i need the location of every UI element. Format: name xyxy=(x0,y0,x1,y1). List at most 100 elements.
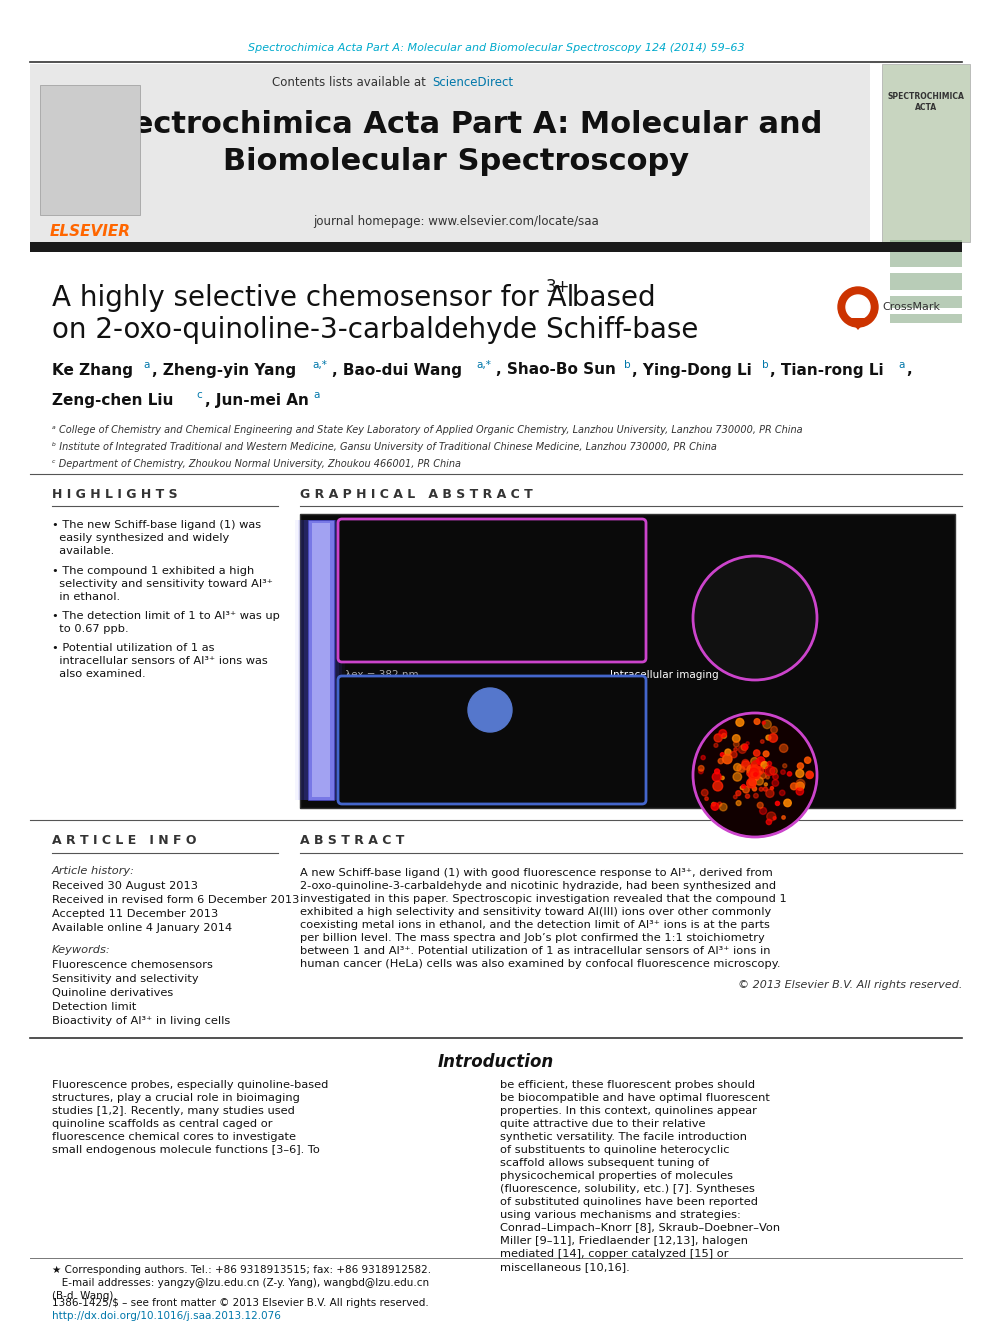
Circle shape xyxy=(745,794,750,798)
Circle shape xyxy=(737,765,744,773)
Circle shape xyxy=(764,783,768,786)
Text: • The new Schiff-base ligand (1) was
  easily synthesized and widely
  available: • The new Schiff-base ligand (1) was eas… xyxy=(52,520,261,557)
Text: b: b xyxy=(624,360,631,370)
Text: • The compound 1 exhibited a high
  selectivity and sensitivity toward Al³⁺
  in: • The compound 1 exhibited a high select… xyxy=(52,565,273,602)
Circle shape xyxy=(751,758,759,766)
Text: between 1 and Al³⁺. Potential utilization of 1 as intracellular sensors of Al³⁺ : between 1 and Al³⁺. Potential utilizatio… xyxy=(300,946,771,957)
Circle shape xyxy=(748,771,755,778)
Circle shape xyxy=(468,688,512,732)
Text: G R A P H I C A L   A B S T R A C T: G R A P H I C A L A B S T R A C T xyxy=(300,487,533,500)
Circle shape xyxy=(749,779,756,786)
Text: ᵃ College of Chemistry and Chemical Engineering and State Key Laboratory of Appl: ᵃ College of Chemistry and Chemical Engi… xyxy=(52,425,803,435)
Text: (B-d. Wang).: (B-d. Wang). xyxy=(52,1291,117,1301)
Circle shape xyxy=(754,773,760,779)
Text: ,: , xyxy=(906,363,912,377)
Circle shape xyxy=(749,766,757,774)
Circle shape xyxy=(768,762,772,766)
Circle shape xyxy=(747,765,756,774)
Text: studies [1,2]. Recently, many studies used: studies [1,2]. Recently, many studies us… xyxy=(52,1106,295,1117)
Circle shape xyxy=(752,787,757,791)
Text: a: a xyxy=(898,360,905,370)
Text: Fluorescence chemosensors: Fluorescence chemosensors xyxy=(52,960,213,970)
Circle shape xyxy=(725,749,731,755)
Circle shape xyxy=(753,773,757,778)
Bar xyxy=(890,296,962,308)
Circle shape xyxy=(742,761,750,770)
Text: λex = 382 nm: λex = 382 nm xyxy=(345,669,419,680)
Text: Zeng-chen Liu: Zeng-chen Liu xyxy=(52,393,174,407)
Text: A highly selective chemosensor for Al: A highly selective chemosensor for Al xyxy=(52,284,574,312)
Text: a,*: a,* xyxy=(476,360,491,370)
Text: fluorescence chemical cores to investigate: fluorescence chemical cores to investiga… xyxy=(52,1132,296,1142)
Circle shape xyxy=(747,778,756,789)
Circle shape xyxy=(743,745,748,750)
Circle shape xyxy=(755,775,758,778)
Text: , Jun-mei An: , Jun-mei An xyxy=(205,393,309,407)
Bar xyxy=(30,64,215,242)
Circle shape xyxy=(721,733,726,738)
Text: be biocompatible and have optimal fluorescent: be biocompatible and have optimal fluore… xyxy=(500,1093,770,1103)
Circle shape xyxy=(698,766,704,771)
Text: Intracellular imaging: Intracellular imaging xyxy=(610,669,718,680)
Circle shape xyxy=(750,770,759,779)
Circle shape xyxy=(733,795,737,799)
Circle shape xyxy=(753,767,758,773)
Text: A new Schiff-base ligand (1) with good fluorescence response to Al³⁺, derived fr: A new Schiff-base ligand (1) with good f… xyxy=(300,868,773,878)
Text: journal homepage: www.elsevier.com/locate/saa: journal homepage: www.elsevier.com/locat… xyxy=(313,216,599,229)
Circle shape xyxy=(738,745,746,753)
Circle shape xyxy=(760,807,767,815)
Bar xyxy=(312,523,330,796)
Circle shape xyxy=(718,758,723,763)
Circle shape xyxy=(698,769,703,774)
Text: Spectrochimica Acta Part A: Molecular and Biomolecular Spectroscopy 124 (2014) 5: Spectrochimica Acta Part A: Molecular an… xyxy=(248,44,744,53)
Text: Accepted 11 December 2013: Accepted 11 December 2013 xyxy=(52,909,218,919)
Text: on 2-oxo-quinoline-3-carbaldehyde Schiff-base: on 2-oxo-quinoline-3-carbaldehyde Schiff… xyxy=(52,316,698,344)
Circle shape xyxy=(766,819,772,824)
Text: , Zheng-yin Yang: , Zheng-yin Yang xyxy=(152,363,297,377)
Circle shape xyxy=(753,769,758,774)
Circle shape xyxy=(765,766,775,775)
FancyBboxPatch shape xyxy=(338,519,646,662)
Circle shape xyxy=(756,767,764,774)
Circle shape xyxy=(701,790,708,796)
Circle shape xyxy=(713,781,723,791)
Bar xyxy=(30,64,870,242)
Circle shape xyxy=(838,287,878,327)
Text: properties. In this context, quinolines appear: properties. In this context, quinolines … xyxy=(500,1106,757,1117)
Circle shape xyxy=(749,769,759,778)
Text: , Bao-dui Wang: , Bao-dui Wang xyxy=(332,363,462,377)
Circle shape xyxy=(746,742,749,745)
Circle shape xyxy=(693,713,817,837)
Circle shape xyxy=(693,556,817,680)
Bar xyxy=(304,520,336,800)
Circle shape xyxy=(741,744,748,750)
Text: ★ Corresponding authors. Tel.: +86 9318913515; fax: +86 9318912582.: ★ Corresponding authors. Tel.: +86 93189… xyxy=(52,1265,432,1275)
Circle shape xyxy=(712,773,721,782)
Circle shape xyxy=(762,721,765,724)
Text: using various mechanisms and strategies:: using various mechanisms and strategies: xyxy=(500,1211,741,1220)
Text: Received in revised form 6 December 2013: Received in revised form 6 December 2013 xyxy=(52,894,300,905)
Circle shape xyxy=(759,773,766,779)
Text: mediated [14], copper catalyzed [15] or: mediated [14], copper catalyzed [15] or xyxy=(500,1249,728,1259)
FancyBboxPatch shape xyxy=(338,676,646,804)
Text: Introduction: Introduction xyxy=(437,1053,555,1072)
Circle shape xyxy=(751,773,756,777)
Circle shape xyxy=(780,790,785,795)
Circle shape xyxy=(704,796,708,800)
Text: H I G H L I G H T S: H I G H L I G H T S xyxy=(52,487,178,500)
Text: SPECTROCHIMICA
ACTA: SPECTROCHIMICA ACTA xyxy=(888,93,964,112)
Circle shape xyxy=(711,803,719,810)
Circle shape xyxy=(740,786,744,790)
Text: 3+: 3+ xyxy=(546,278,570,296)
Text: per billion level. The mass spectra and Job’s plot confirmed the 1:1 stoichiomet: per billion level. The mass spectra and … xyxy=(300,933,765,943)
Text: b: b xyxy=(762,360,769,370)
Bar xyxy=(30,242,962,251)
Text: ScienceDirect: ScienceDirect xyxy=(432,77,513,90)
Circle shape xyxy=(766,736,771,740)
Text: E-mail addresses: yangzy@lzu.edu.cn (Z-y. Yang), wangbd@lzu.edu.cn: E-mail addresses: yangzy@lzu.edu.cn (Z-y… xyxy=(52,1278,430,1289)
Circle shape xyxy=(781,770,786,774)
Circle shape xyxy=(751,770,758,777)
Text: Bioactivity of Al³⁺ in living cells: Bioactivity of Al³⁺ in living cells xyxy=(52,1016,230,1027)
Circle shape xyxy=(701,755,705,759)
Circle shape xyxy=(773,816,776,820)
